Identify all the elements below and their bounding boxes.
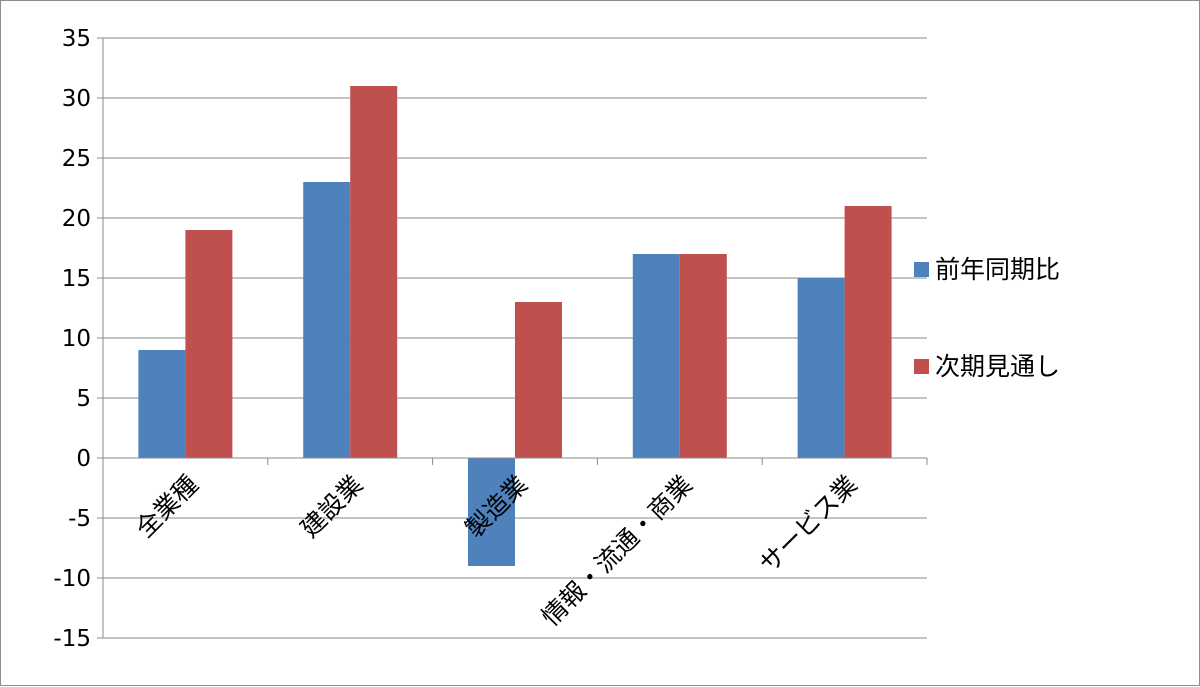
y-tick-label: 0 [76, 446, 91, 472]
legend-swatch-forecast [914, 359, 929, 374]
y-tick-label: 30 [62, 86, 91, 112]
x-tick-label: 全業種 [130, 470, 204, 544]
y-tick-label: 5 [76, 386, 91, 412]
y-tick-label: -10 [53, 566, 91, 592]
bar-yoy-2 [468, 458, 515, 566]
bar-yoy-0 [138, 350, 186, 458]
y-axis: 35 30 25 20 15 10 5 0 -5 -10 -15 [53, 26, 104, 652]
y-tick-label: -15 [53, 626, 91, 652]
bar-yoy-3 [632, 254, 680, 458]
y-tick-label: 25 [62, 146, 91, 172]
bar-yoy-1 [303, 182, 351, 458]
x-tick-label: サービス業 [754, 470, 863, 579]
y-tick-label: -5 [68, 506, 91, 532]
legend-swatch-yoy [914, 262, 929, 277]
x-tick-label: 情報・流通・商業 [536, 470, 698, 632]
bar-yoy-4 [797, 278, 845, 458]
bar-forecast-3 [679, 254, 727, 458]
y-tick-label: 35 [62, 26, 91, 52]
bar-forecast-4 [844, 206, 892, 458]
bars [138, 86, 892, 566]
bar-forecast-1 [350, 86, 398, 458]
x-tick-label: 建設業 [295, 470, 369, 544]
y-tick-label: 20 [62, 206, 91, 232]
bar-forecast-2 [515, 302, 562, 458]
legend-label-yoy: 前年同期比 [935, 255, 1060, 284]
legend-label-forecast: 次期見通し [935, 352, 1060, 381]
y-tick-label: 10 [62, 326, 91, 352]
y-tick-label: 15 [62, 266, 91, 292]
bar-forecast-0 [185, 230, 233, 458]
